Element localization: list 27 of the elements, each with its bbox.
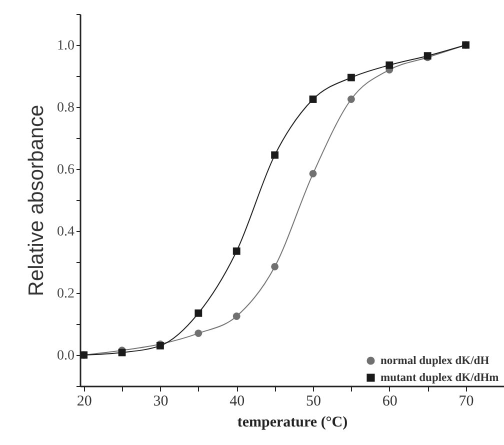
y-tick-label: 0.2 [57, 286, 74, 302]
point [271, 262, 279, 270]
point [309, 170, 317, 178]
point [232, 247, 240, 255]
point [271, 151, 279, 159]
x-tick-label: 60 [382, 394, 398, 410]
x-tick-label: 30 [153, 394, 168, 410]
x-tick-label: 20 [76, 394, 92, 410]
point [348, 96, 355, 103]
x-tick-label: 40 [230, 394, 245, 410]
point [194, 330, 202, 337]
y-tick-label: 0.8 [57, 100, 74, 116]
legend-label: normal duplex dK/dH [380, 354, 490, 367]
point [348, 74, 355, 82]
legend-label: mutant duplex dK/dHm [380, 372, 500, 384]
point [309, 96, 317, 103]
point [194, 309, 202, 317]
point [386, 61, 394, 69]
x-tick-label: 70 [458, 394, 474, 410]
x-axis-title: temperature (°C) [237, 414, 348, 430]
y-tick-label: 0.6 [57, 162, 74, 178]
point [232, 312, 240, 320]
y-tick-label: 1.0 [57, 38, 74, 54]
y-tick-label: 0.4 [57, 224, 74, 240]
y-axis-title: Relative absorbance [25, 104, 48, 296]
x-tick-label: 50 [306, 394, 322, 410]
y-tick-label: 0.0 [57, 348, 74, 364]
